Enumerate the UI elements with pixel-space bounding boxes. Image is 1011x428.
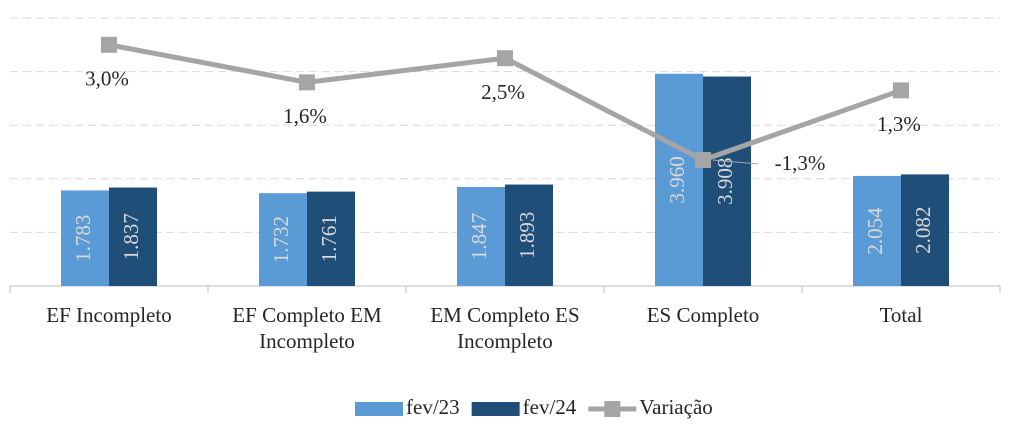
x-tick-label: ES Completo bbox=[646, 303, 760, 327]
line-value-label: 3,0% bbox=[85, 67, 129, 91]
bar-value-label: 1.783 bbox=[71, 215, 95, 262]
legend-swatch bbox=[355, 402, 403, 416]
bar bbox=[307, 191, 355, 286]
bar bbox=[259, 193, 307, 286]
legend-marker bbox=[604, 401, 621, 417]
bar-value-label: 1.732 bbox=[269, 216, 293, 263]
bar-value-label: 2.054 bbox=[863, 207, 887, 255]
line-marker bbox=[497, 50, 513, 67]
bar bbox=[901, 174, 949, 286]
bar-value-label: 1.893 bbox=[515, 212, 539, 259]
x-tick-label: EM Completo ES Incompleto bbox=[430, 303, 580, 353]
bar bbox=[703, 76, 751, 287]
bar bbox=[655, 73, 703, 286]
line-value-label: 2,5% bbox=[481, 80, 525, 104]
line-value-label: 1,6% bbox=[283, 104, 327, 128]
line-marker bbox=[893, 82, 909, 99]
bar bbox=[853, 175, 901, 286]
leader-line bbox=[712, 159, 759, 165]
bar bbox=[109, 187, 157, 286]
line-marker bbox=[299, 74, 315, 91]
bar bbox=[457, 187, 505, 286]
bar bbox=[61, 190, 109, 286]
legend-label: fev/24 bbox=[523, 395, 577, 419]
legend-label: fev/23 bbox=[406, 395, 460, 419]
x-tick-label: EF Completo EM Incompleto bbox=[232, 303, 382, 353]
line-value-label: -1,3% bbox=[775, 151, 826, 175]
line-marker bbox=[101, 36, 117, 53]
x-tick-label: EF Incompleto bbox=[46, 303, 172, 327]
bar-value-label: 1.761 bbox=[317, 215, 341, 262]
line-marker bbox=[695, 152, 711, 169]
legend-label: Variação bbox=[639, 395, 712, 419]
bar-value-label: 1.837 bbox=[119, 213, 143, 260]
legend-swatch bbox=[471, 402, 520, 416]
bar-value-label: 3.908 bbox=[713, 158, 737, 205]
line-value-label: 1,3% bbox=[877, 112, 921, 136]
bar-value-label: 3.960 bbox=[665, 156, 689, 203]
bar-value-label: 1.847 bbox=[467, 213, 491, 260]
x-tick-label: Total bbox=[879, 303, 923, 327]
bar-value-label: 2.082 bbox=[911, 207, 935, 254]
bar bbox=[505, 184, 553, 286]
